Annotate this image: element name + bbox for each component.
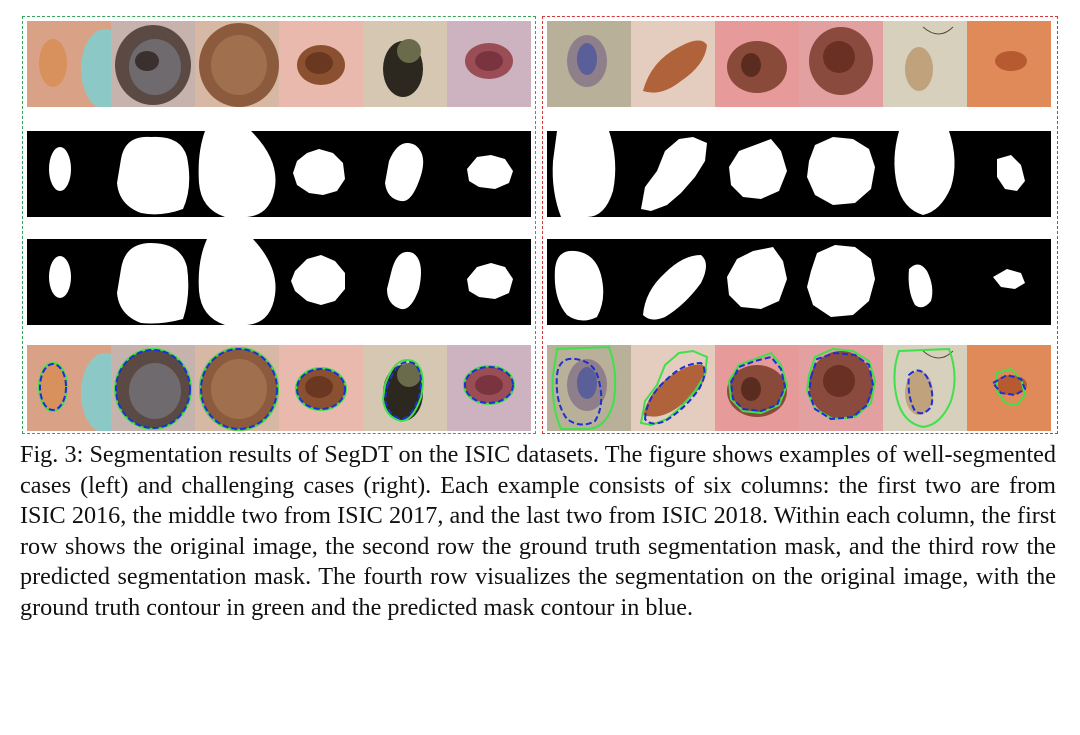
ground-truth-mask-tile	[279, 131, 363, 217]
caption-label: Fig. 3:	[20, 441, 84, 468]
predicted-mask-tile	[111, 239, 195, 325]
row-ground-truth-masks	[27, 131, 531, 217]
original-image-tile	[447, 21, 531, 107]
ground-truth-mask-tile	[363, 131, 447, 217]
overlay-tile	[547, 345, 631, 431]
overlay-tile	[715, 345, 799, 431]
original-image-tile	[111, 21, 195, 107]
predicted-mask-tile	[195, 239, 279, 325]
ground-truth-mask-tile	[631, 131, 715, 217]
original-image-tile	[883, 21, 967, 107]
overlay-tile	[363, 345, 447, 431]
predicted-mask-tile	[27, 239, 111, 325]
row-original-images	[27, 21, 531, 107]
ground-truth-mask-tile	[967, 131, 1051, 217]
figure-caption: Fig. 3: Segmentation results of SegDT on…	[20, 440, 1056, 624]
ground-truth-mask-tile	[547, 131, 631, 217]
overlay-tile	[631, 345, 715, 431]
predicted-mask-tile	[967, 239, 1051, 325]
overlay-tile	[111, 345, 195, 431]
original-image-tile	[715, 21, 799, 107]
overlay-tile	[799, 345, 883, 431]
overlay-tile	[195, 345, 279, 431]
ground-truth-mask-tile	[195, 131, 279, 217]
panel-well-segmented	[22, 16, 536, 434]
original-image-tile	[195, 21, 279, 107]
original-image-tile	[547, 21, 631, 107]
predicted-mask-tile	[547, 239, 631, 325]
row-predicted-masks	[27, 239, 531, 325]
ground-truth-mask-tile	[447, 131, 531, 217]
original-image-tile	[27, 21, 111, 107]
predicted-mask-tile	[447, 239, 531, 325]
row-overlays	[547, 345, 1053, 431]
predicted-mask-tile	[631, 239, 715, 325]
original-image-tile	[799, 21, 883, 107]
row-predicted-masks	[547, 239, 1053, 325]
predicted-mask-tile	[799, 239, 883, 325]
ground-truth-mask-tile	[883, 131, 967, 217]
overlay-tile	[447, 345, 531, 431]
predicted-mask-tile	[883, 239, 967, 325]
row-overlays	[27, 345, 531, 431]
ground-truth-mask-tile	[715, 131, 799, 217]
original-image-tile	[363, 21, 447, 107]
original-image-tile	[631, 21, 715, 107]
overlay-tile	[883, 345, 967, 431]
overlay-tile	[279, 345, 363, 431]
ground-truth-mask-tile	[27, 131, 111, 217]
row-ground-truth-masks	[547, 131, 1053, 217]
ground-truth-mask-tile	[799, 131, 883, 217]
original-image-tile	[279, 21, 363, 107]
ground-truth-mask-tile	[111, 131, 195, 217]
overlay-tile	[27, 345, 111, 431]
predicted-mask-tile	[279, 239, 363, 325]
original-image-tile	[967, 21, 1051, 107]
row-original-images	[547, 21, 1053, 107]
caption-text: Segmentation results of SegDT on the ISI…	[20, 441, 1056, 621]
predicted-mask-tile	[715, 239, 799, 325]
predicted-mask-tile	[363, 239, 447, 325]
panel-challenging	[542, 16, 1058, 434]
overlay-tile	[967, 345, 1051, 431]
